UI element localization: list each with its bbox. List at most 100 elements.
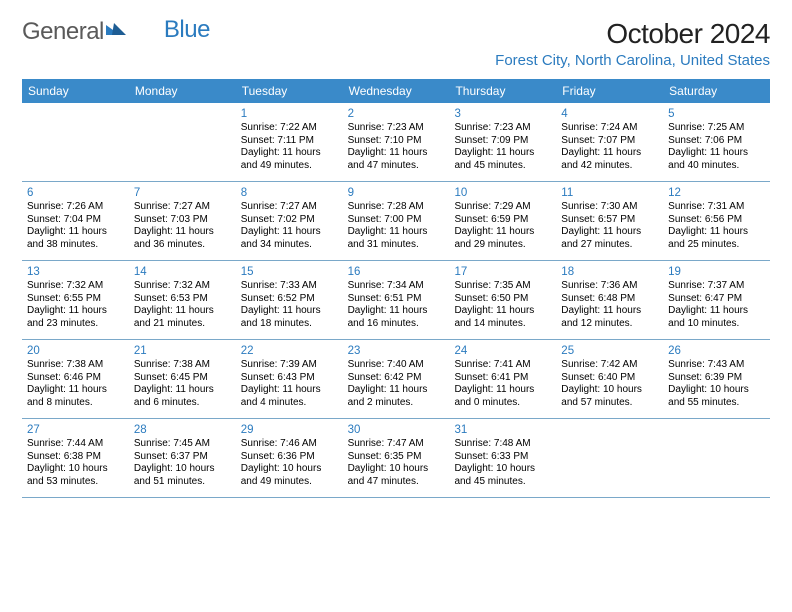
sunset-text: Sunset: 6:50 PM <box>454 293 551 306</box>
daylight-text: Daylight: 11 hours and 31 minutes. <box>348 226 445 251</box>
day-cell: 18Sunrise: 7:36 AMSunset: 6:48 PMDayligh… <box>556 261 663 339</box>
sunrise-text: Sunrise: 7:41 AM <box>454 359 551 372</box>
day-number: 8 <box>241 186 338 200</box>
sunrise-text: Sunrise: 7:23 AM <box>454 122 551 135</box>
day-number: 14 <box>134 265 231 279</box>
daylight-text: Daylight: 11 hours and 0 minutes. <box>454 384 551 409</box>
day-number: 3 <box>454 107 551 121</box>
day-cell: 15Sunrise: 7:33 AMSunset: 6:52 PMDayligh… <box>236 261 343 339</box>
day-cell: 11Sunrise: 7:30 AMSunset: 6:57 PMDayligh… <box>556 182 663 260</box>
day-cell <box>556 419 663 497</box>
week-row: 27Sunrise: 7:44 AMSunset: 6:38 PM Dayligh… <box>22 419 770 498</box>
daylight-text: Daylight: 10 hours and 45 minutes. <box>454 463 551 488</box>
day-number: 25 <box>561 344 658 358</box>
sunset-text: Sunset: 7:02 PM <box>241 214 338 227</box>
day-number: 5 <box>668 107 765 121</box>
day-cell: 13Sunrise: 7:32 AMSunset: 6:55 PMDayligh… <box>22 261 129 339</box>
sunrise-text: Sunrise: 7:36 AM <box>561 280 658 293</box>
day-number: 27 <box>27 423 124 437</box>
sunset-text: Sunset: 6:42 PM <box>348 372 445 385</box>
day-number: 15 <box>241 265 338 279</box>
day-number: 12 <box>668 186 765 200</box>
daylight-text: Daylight: 11 hours and 16 minutes. <box>348 305 445 330</box>
sunset-text: Sunset: 6:47 PM <box>668 293 765 306</box>
day-cell: 24Sunrise: 7:41 AMSunset: 6:41 PMDayligh… <box>449 340 556 418</box>
sunrise-text: Sunrise: 7:31 AM <box>668 201 765 214</box>
sunrise-text: Sunrise: 7:23 AM <box>348 122 445 135</box>
day-number: 18 <box>561 265 658 279</box>
sunset-text: Sunset: 6:46 PM <box>27 372 124 385</box>
week-row: 6Sunrise: 7:26 AMSunset: 7:04 PMDaylight… <box>22 182 770 261</box>
sunrise-text: Sunrise: 7:29 AM <box>454 201 551 214</box>
daylight-text: Daylight: 11 hours and 25 minutes. <box>668 226 765 251</box>
day-cell: 8Sunrise: 7:27 AMSunset: 7:02 PMDaylight… <box>236 182 343 260</box>
daylight-text: Daylight: 10 hours and 57 minutes. <box>561 384 658 409</box>
logo-text-1: General <box>22 18 104 46</box>
daylight-text: Daylight: 11 hours and 45 minutes. <box>454 147 551 172</box>
daylight-text: Daylight: 11 hours and 12 minutes. <box>561 305 658 330</box>
day-number: 31 <box>454 423 551 437</box>
day-cell: 27Sunrise: 7:44 AMSunset: 6:38 PMDayligh… <box>22 419 129 497</box>
day-cell: 2Sunrise: 7:23 AMSunset: 7:10 PMDaylight… <box>343 103 450 181</box>
day-number: 2 <box>348 107 445 121</box>
day-header: Saturday <box>663 79 770 103</box>
day-number: 23 <box>348 344 445 358</box>
sunset-text: Sunset: 6:56 PM <box>668 214 765 227</box>
sunset-text: Sunset: 6:37 PM <box>134 451 231 464</box>
daylight-text: Daylight: 11 hours and 6 minutes. <box>134 384 231 409</box>
day-number: 30 <box>348 423 445 437</box>
day-cell: 7Sunrise: 7:27 AMSunset: 7:03 PMDaylight… <box>129 182 236 260</box>
sunset-text: Sunset: 6:36 PM <box>241 451 338 464</box>
day-cell: 26Sunrise: 7:43 AMSunset: 6:39 PMDayligh… <box>663 340 770 418</box>
brand-logo: General Blue <box>22 18 210 46</box>
day-number: 20 <box>27 344 124 358</box>
week-row: 20Sunrise: 7:38 AMSunset: 6:46 PMDayligh… <box>22 340 770 419</box>
sunset-text: Sunset: 6:55 PM <box>27 293 124 306</box>
sunset-text: Sunset: 6:33 PM <box>454 451 551 464</box>
day-cell: 25Sunrise: 7:42 AMSunset: 6:40 PMDayligh… <box>556 340 663 418</box>
day-cell <box>22 103 129 181</box>
daylight-text: Daylight: 11 hours and 23 minutes. <box>27 305 124 330</box>
day-number: 19 <box>668 265 765 279</box>
day-header: Thursday <box>449 79 556 103</box>
sunrise-text: Sunrise: 7:28 AM <box>348 201 445 214</box>
day-number: 26 <box>668 344 765 358</box>
day-cell: 9Sunrise: 7:28 AMSunset: 7:00 PMDaylight… <box>343 182 450 260</box>
daylight-text: Daylight: 11 hours and 14 minutes. <box>454 305 551 330</box>
sunrise-text: Sunrise: 7:25 AM <box>668 122 765 135</box>
daylight-text: Daylight: 10 hours and 55 minutes. <box>668 384 765 409</box>
day-number: 13 <box>27 265 124 279</box>
daylight-text: Daylight: 10 hours and 51 minutes. <box>134 463 231 488</box>
sunset-text: Sunset: 6:45 PM <box>134 372 231 385</box>
sunrise-text: Sunrise: 7:40 AM <box>348 359 445 372</box>
day-cell <box>663 419 770 497</box>
day-cell <box>129 103 236 181</box>
sunrise-text: Sunrise: 7:44 AM <box>27 438 124 451</box>
sunrise-text: Sunrise: 7:37 AM <box>668 280 765 293</box>
sunset-text: Sunset: 6:35 PM <box>348 451 445 464</box>
header: General Blue October 2024 Forest City, N… <box>22 18 770 69</box>
sunset-text: Sunset: 6:38 PM <box>27 451 124 464</box>
day-number: 11 <box>561 186 658 200</box>
day-number: 29 <box>241 423 338 437</box>
day-number: 17 <box>454 265 551 279</box>
sunset-text: Sunset: 7:10 PM <box>348 135 445 148</box>
day-header: Wednesday <box>343 79 450 103</box>
sunrise-text: Sunrise: 7:34 AM <box>348 280 445 293</box>
sunrise-text: Sunrise: 7:39 AM <box>241 359 338 372</box>
sunrise-text: Sunrise: 7:27 AM <box>134 201 231 214</box>
daylight-text: Daylight: 11 hours and 4 minutes. <box>241 384 338 409</box>
day-cell: 3Sunrise: 7:23 AMSunset: 7:09 PMDaylight… <box>449 103 556 181</box>
sunset-text: Sunset: 7:06 PM <box>668 135 765 148</box>
day-number: 16 <box>348 265 445 279</box>
sunset-text: Sunset: 7:00 PM <box>348 214 445 227</box>
daylight-text: Daylight: 11 hours and 2 minutes. <box>348 384 445 409</box>
day-cell: 16Sunrise: 7:34 AMSunset: 6:51 PMDayligh… <box>343 261 450 339</box>
sunrise-text: Sunrise: 7:22 AM <box>241 122 338 135</box>
daylight-text: Daylight: 11 hours and 18 minutes. <box>241 305 338 330</box>
sunset-text: Sunset: 6:57 PM <box>561 214 658 227</box>
day-cell: 14Sunrise: 7:32 AMSunset: 6:53 PMDayligh… <box>129 261 236 339</box>
sunset-text: Sunset: 6:39 PM <box>668 372 765 385</box>
sunset-text: Sunset: 6:51 PM <box>348 293 445 306</box>
daylight-text: Daylight: 11 hours and 47 minutes. <box>348 147 445 172</box>
